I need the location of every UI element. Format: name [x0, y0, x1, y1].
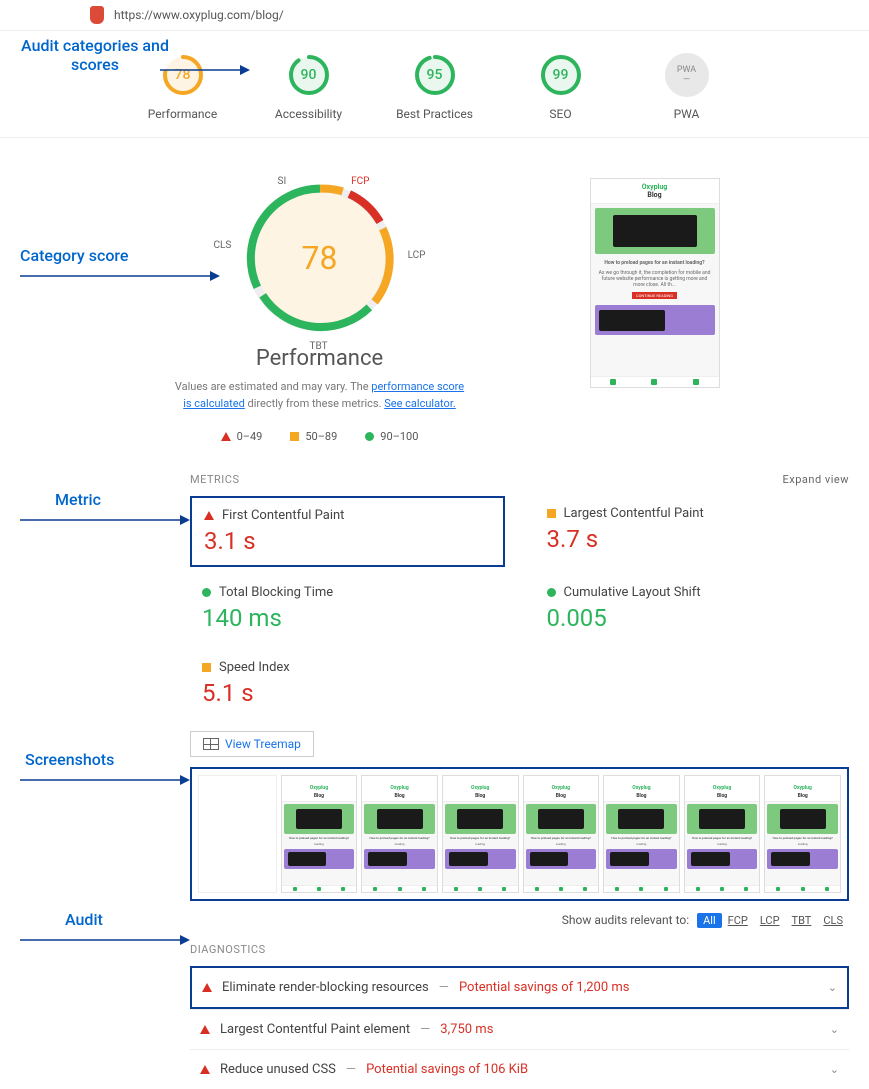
filmstrip-frame[interactable]: OxyplugBlog How to preload pages for an …: [603, 775, 680, 893]
filmstrip-frame[interactable]: OxyplugBlog How to preload pages for an …: [361, 775, 438, 893]
arrow-icon: [20, 268, 220, 284]
url-bar: https://www.oxyplug.com/blog/: [0, 0, 869, 31]
segment-label-fcp: FCP: [351, 176, 369, 187]
category-item[interactable]: 90 Accessibility: [259, 53, 359, 121]
category-item[interactable]: 99 SEO: [511, 53, 611, 121]
page-preview-thumbnail: OxyplugBlog How to preload pages for an …: [590, 178, 720, 388]
filter-pill-all[interactable]: All: [697, 913, 722, 928]
segment-label-lcp: LCP: [408, 250, 426, 261]
url-text: https://www.oxyplug.com/blog/: [114, 8, 284, 22]
arrow-icon: [160, 62, 250, 78]
annotation-audit: Audit: [65, 910, 103, 929]
filmstrip-frame[interactable]: OxyplugBlog How to preload pages for an …: [764, 775, 841, 893]
segment-label-tbt: TBT: [310, 341, 328, 352]
metric-card[interactable]: Total Blocking Time 140 ms: [190, 575, 505, 642]
audit-row[interactable]: Reduce unused CSS — Potential savings of…: [190, 1049, 849, 1089]
favicon-icon: [90, 6, 104, 24]
filmstrip-frame[interactable]: OxyplugBlog How to preload pages for an …: [442, 775, 519, 893]
performance-gauge: 78 SI FCP LCP TBT CLS: [240, 178, 400, 338]
metric-card[interactable]: First Contentful Paint 3.1 s: [190, 496, 505, 567]
legend-item: 50–89: [290, 430, 337, 443]
chevron-down-icon: ⌄: [828, 981, 837, 994]
metrics-grid: First Contentful Paint 3.1 s Largest Con…: [190, 496, 849, 717]
category-item-pwa[interactable]: PWA—PWA: [637, 53, 737, 121]
performance-score: 78: [240, 178, 400, 338]
filmstrip-frame[interactable]: OxyplugBlog How to preload pages for an …: [523, 775, 600, 893]
arrow-icon: [20, 772, 190, 788]
filter-pill-tbt[interactable]: TBT: [786, 913, 818, 928]
audits-list: Eliminate render-blocking resources — Po…: [190, 966, 849, 1089]
arrow-icon: [20, 932, 190, 948]
filmstrip-frame[interactable]: [198, 775, 277, 893]
chevron-down-icon: ⌄: [830, 1063, 839, 1076]
audit-filter-row: Show audits relevant to: AllFCPLCPTBTCLS: [190, 901, 849, 933]
annotation-metric: Metric: [55, 490, 101, 509]
chevron-down-icon: ⌄: [830, 1023, 839, 1036]
performance-description: Values are estimated and may vary. The p…: [150, 379, 490, 412]
screenshot-filmstrip: OxyplugBlog How to preload pages for an …: [190, 767, 849, 901]
filmstrip-frame[interactable]: OxyplugBlog How to preload pages for an …: [684, 775, 761, 893]
metric-card[interactable]: Cumulative Layout Shift 0.005: [535, 575, 850, 642]
annotation-categories: Audit categories and scores: [20, 36, 170, 74]
performance-section: 78 SI FCP LCP TBT CLS Performance Values…: [0, 138, 869, 463]
see-calc-link[interactable]: See calculator.: [384, 397, 456, 410]
view-treemap-button[interactable]: View Treemap: [190, 731, 314, 757]
audit-row[interactable]: Eliminate render-blocking resources — Po…: [190, 966, 849, 1009]
segment-label-cls: CLS: [214, 240, 232, 251]
segment-label-si: SI: [278, 176, 287, 187]
filter-pill-lcp[interactable]: LCP: [754, 913, 786, 928]
audit-row[interactable]: Largest Contentful Paint element — 3,750…: [190, 1009, 849, 1049]
filter-pill-fcp[interactable]: FCP: [722, 913, 754, 928]
filmstrip-frame[interactable]: OxyplugBlog How to preload pages for an …: [281, 775, 358, 893]
treemap-icon: [203, 738, 219, 750]
filter-pill-cls[interactable]: CLS: [817, 913, 849, 928]
metrics-header: METRICS Expand view: [190, 463, 849, 496]
metric-card[interactable]: Speed Index 5.1 s: [190, 650, 505, 717]
annotation-category-score: Category score: [20, 246, 128, 265]
legend-item: 0–49: [221, 430, 263, 443]
arrow-icon: [20, 512, 190, 528]
annotation-screenshots: Screenshots: [25, 750, 114, 769]
expand-view-link[interactable]: Expand view: [783, 473, 849, 486]
score-legend: 0–49 50–89 90–100: [150, 430, 490, 443]
metric-card[interactable]: Largest Contentful Paint 3.7 s: [535, 496, 850, 567]
category-item[interactable]: 95 Best Practices: [385, 53, 485, 121]
diagnostics-header: DIAGNOSTICS: [190, 933, 849, 966]
legend-item: 90–100: [365, 430, 418, 443]
